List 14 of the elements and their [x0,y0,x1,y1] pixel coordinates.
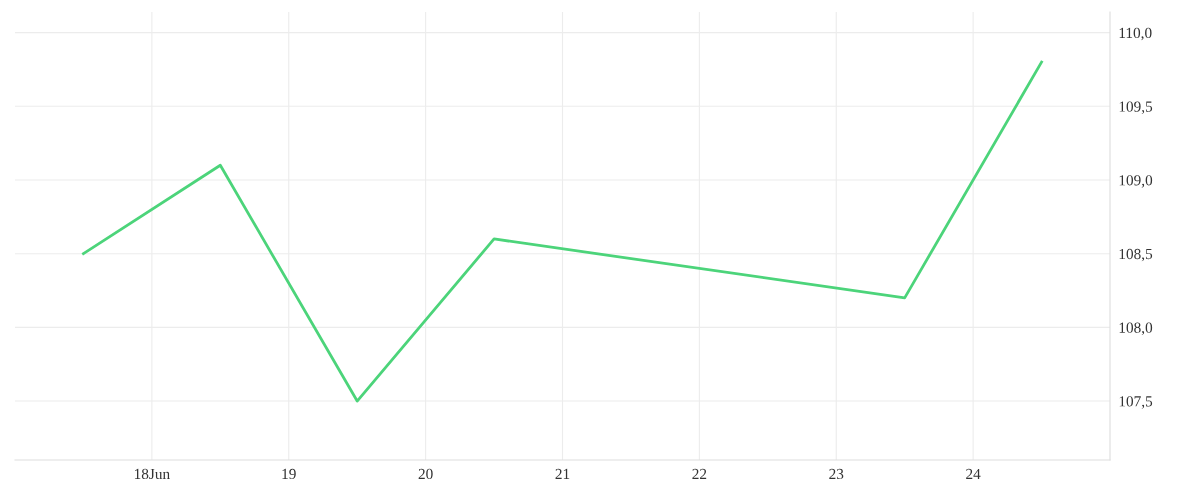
x-tick-label: 24 [966,468,981,479]
y-tick-label: 110,0 [1119,27,1152,41]
x-tick-label: 18Jun [134,468,170,480]
y-tick-label: 108,5 [1119,248,1153,262]
x-tick-label: 20 [418,468,433,480]
x-tick-label: 22 [692,468,707,479]
x-tick-label: 21 [555,468,570,479]
y-tick-label: 109,5 [1119,101,1153,114]
x-tick-label: 19 [282,468,296,480]
y-tick-label: 109,0 [1119,175,1153,188]
line-series [82,60,1043,403]
y-tick-label: 107,5 [1119,396,1153,409]
x-tick-label: 23 [829,468,844,480]
y-tick-label: 108,0 [1119,322,1153,336]
